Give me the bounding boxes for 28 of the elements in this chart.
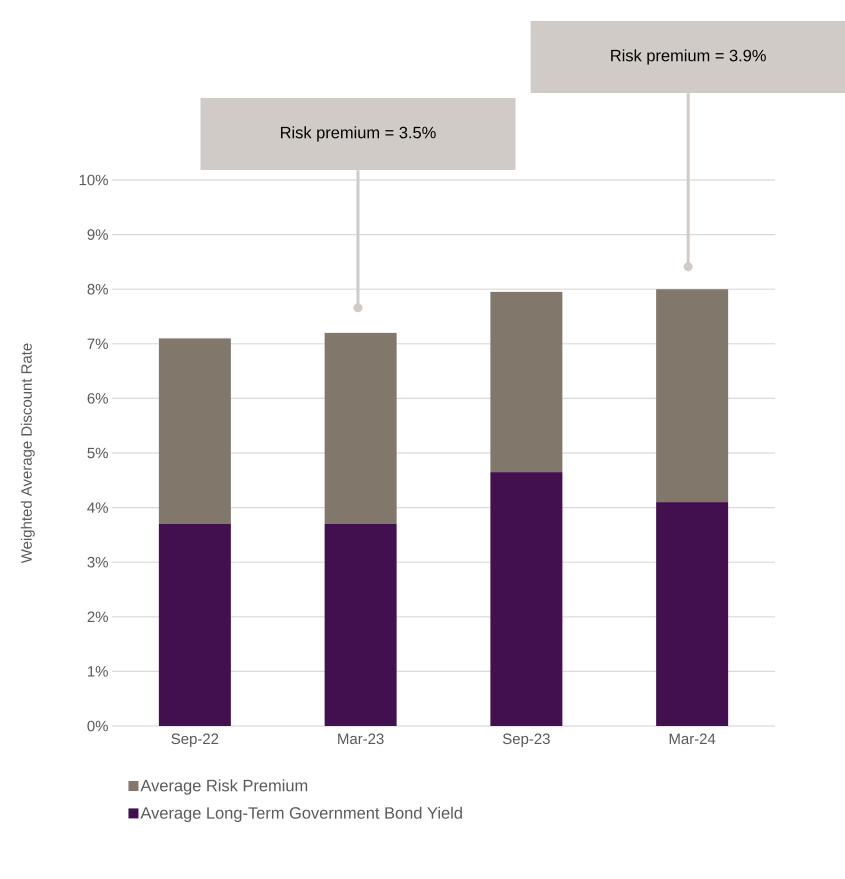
y-tick-label: 9% bbox=[88, 229, 108, 240]
y-tick-label: 0% bbox=[87, 720, 108, 732]
y-tick-label: 6% bbox=[88, 393, 108, 404]
bar bbox=[324, 524, 397, 726]
y-tick-label: 7% bbox=[88, 338, 108, 350]
y-axis-title: Weighted Average Discount Rate bbox=[20, 343, 35, 564]
bar bbox=[656, 502, 728, 726]
y-tick-label: 4% bbox=[87, 502, 108, 513]
text: Risk premium = 3.9% bbox=[611, 49, 766, 65]
y-tick-label: 5% bbox=[87, 448, 108, 458]
bar bbox=[324, 332, 397, 524]
legend-label: Average Long-Term Government Bond Yield bbox=[140, 806, 462, 822]
bar bbox=[158, 338, 231, 524]
y-tick-label: 8% bbox=[88, 284, 108, 294]
legend-label: Average Risk Premium bbox=[140, 779, 308, 795]
bar bbox=[490, 472, 562, 726]
bar bbox=[158, 524, 231, 726]
y-tick-label: 10% bbox=[80, 174, 108, 186]
x-tick-label: Mar-24 bbox=[670, 734, 716, 744]
bar bbox=[656, 289, 728, 502]
text: Risk premium = 3.5% bbox=[280, 126, 436, 142]
bar bbox=[490, 292, 562, 472]
x-tick-label: Mar-23 bbox=[338, 734, 384, 744]
y-tick-label: 1% bbox=[88, 666, 108, 677]
y-tick-label: 3% bbox=[87, 556, 108, 568]
x-tick-label: Sep-22 bbox=[171, 734, 218, 748]
x-tick-label: Sep-23 bbox=[502, 734, 550, 748]
y-tick-label: 2% bbox=[88, 612, 108, 622]
